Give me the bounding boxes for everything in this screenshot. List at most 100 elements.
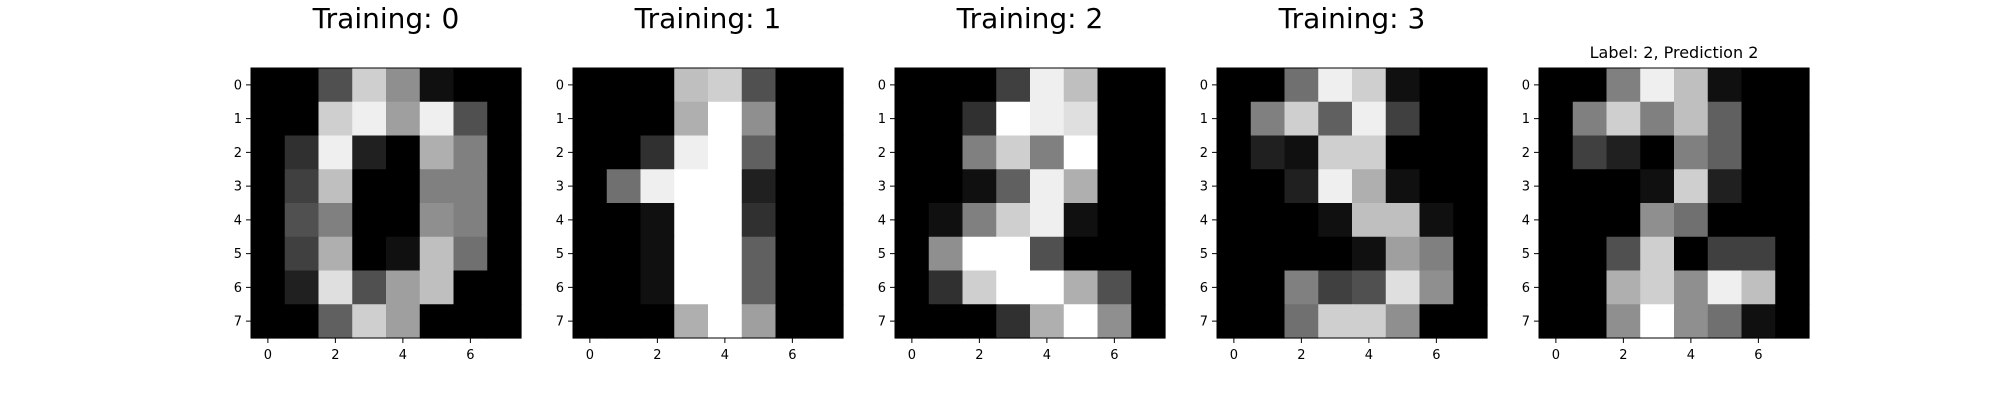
- pixel-cell: [1453, 68, 1488, 103]
- pixel-cell: [1131, 236, 1166, 272]
- pixel-cell: [1640, 101, 1675, 137]
- pixel-cell: [284, 304, 320, 339]
- y-tick-label: 7: [1200, 315, 1208, 330]
- pixel-cell: [996, 203, 1031, 238]
- y-tick-label: 5: [1200, 247, 1208, 262]
- pixel-cell: [386, 169, 421, 204]
- pixel-cell: [1131, 203, 1166, 238]
- pixel-cell: [1606, 203, 1641, 238]
- panel-2: Training: 2 0 2 4 6 0 1 2 3 4 5 6 7: [878, 2, 1166, 363]
- pixel-cell: [453, 236, 488, 272]
- pixel-cell: [1250, 68, 1286, 103]
- y-tick-label: 1: [878, 112, 886, 127]
- pixel-cell: [487, 304, 522, 339]
- pixel-cell: [1385, 236, 1421, 272]
- pixel-cell: [741, 236, 777, 272]
- pixel-cell: [1131, 68, 1166, 103]
- pixel-cell: [419, 135, 455, 170]
- pixel-cell: [1741, 270, 1776, 305]
- pixel-cell: [895, 135, 930, 170]
- pixel-cell: [640, 68, 675, 103]
- panel-0: Training: 0 0 2 4 6 0 1 2 3 4 5 6 7: [234, 2, 522, 363]
- pixel-cell: [1572, 169, 1608, 204]
- pixel-cell: [1606, 135, 1641, 170]
- pixel-cell: [1674, 169, 1709, 204]
- pixel-cell: [352, 236, 387, 272]
- pixel-cell: [640, 270, 675, 305]
- pixel-cell: [1131, 169, 1166, 204]
- pixel-cell: [809, 304, 844, 339]
- pixel-cell: [1217, 101, 1252, 137]
- pixel-cell: [1385, 270, 1421, 305]
- x-tick-label: 0: [264, 348, 272, 363]
- pixel-cell: [1318, 304, 1353, 339]
- pixel-cell: [453, 203, 488, 238]
- pixel-cell: [1097, 304, 1132, 339]
- x-tick-label: 6: [1432, 348, 1440, 363]
- y-tick-label: 0: [878, 78, 886, 93]
- pixel-cell: [453, 68, 488, 103]
- pixel-cell: [419, 68, 455, 103]
- pixel-cell: [741, 203, 777, 238]
- pixel-cell: [895, 203, 930, 238]
- pixel-cell: [1385, 135, 1421, 170]
- pixel-cell: [1539, 68, 1574, 103]
- x-tick-label: 4: [399, 348, 407, 363]
- pixel-cell: [1453, 203, 1488, 238]
- pixel-cell: [487, 270, 522, 305]
- pixel-cell: [1419, 236, 1454, 272]
- pixel-cell: [419, 101, 455, 137]
- pixel-cell: [1640, 169, 1675, 204]
- pixel-cell: [928, 135, 964, 170]
- pixel-cell: [674, 101, 709, 137]
- pixel-cell: [928, 169, 964, 204]
- pixel-cell: [1419, 270, 1454, 305]
- pixel-cell: [284, 135, 320, 170]
- pixel-cell: [1775, 68, 1810, 103]
- x-tick-label: 4: [1687, 348, 1695, 363]
- pixel-cell: [962, 304, 997, 339]
- pixel-cell: [1707, 68, 1743, 103]
- panel-3: Training: 3 0 2 4 6 0 1 2 3 4 5 6 7: [1200, 2, 1488, 363]
- pixel-cell: [1284, 101, 1319, 137]
- y-tick-label: 2: [556, 146, 564, 161]
- pixel-cell: [809, 101, 844, 137]
- pixel-cell: [1352, 203, 1387, 238]
- pixel-cell: [251, 270, 286, 305]
- pixel-cell: [1572, 236, 1608, 272]
- x-tick-label: 0: [586, 348, 594, 363]
- pixel-cell: [928, 203, 964, 238]
- pixel-cell: [1217, 236, 1252, 272]
- y-tick-label: 6: [1522, 281, 1530, 296]
- pixel-cell: [606, 236, 642, 272]
- pixel-cell: [741, 68, 777, 103]
- pixel-cell: [1606, 270, 1641, 305]
- y-tick-label: 6: [234, 281, 242, 296]
- pixel-cell: [453, 135, 488, 170]
- pixel-cell: [487, 236, 522, 272]
- pixel-cell: [1572, 304, 1608, 339]
- pixel-cell: [674, 169, 709, 204]
- pixel-cell: [1707, 135, 1743, 170]
- pixel-cell: [1572, 135, 1608, 170]
- pixel-cell: [352, 203, 387, 238]
- pixel-cell: [1284, 135, 1319, 170]
- axes-frame: [250, 67, 522, 339]
- pixel-cell: [1063, 169, 1099, 204]
- pixel-cell: [674, 270, 709, 305]
- pixel-cell: [453, 304, 488, 339]
- pixel-cell: [1284, 304, 1319, 339]
- pixel-cell: [1606, 101, 1641, 137]
- pixel-cell: [674, 203, 709, 238]
- pixel-cell: [640, 101, 675, 137]
- pixel-cell: [573, 135, 608, 170]
- pixel-cell: [1419, 169, 1454, 204]
- pixel-cell: [386, 203, 421, 238]
- pixel-cell: [962, 101, 997, 137]
- y-tick-label: 4: [1522, 213, 1530, 228]
- pixel-cell: [1318, 270, 1353, 305]
- pixel-cell: [1539, 203, 1574, 238]
- y-tick-label: 2: [234, 146, 242, 161]
- pixel-cell: [453, 270, 488, 305]
- pixel-cell: [1352, 304, 1387, 339]
